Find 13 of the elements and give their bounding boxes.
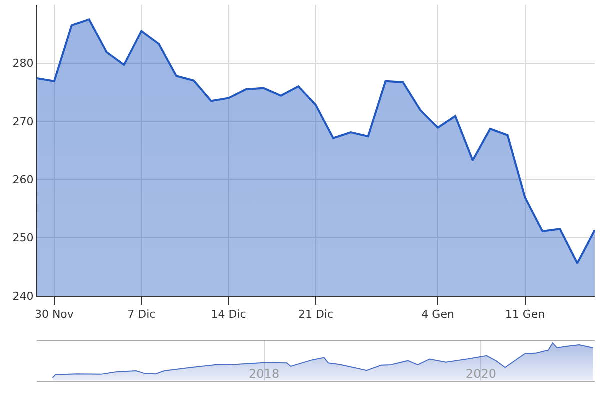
x-tick-label: 2018: [249, 366, 280, 381]
x-tick-label: 7 Dic: [128, 308, 156, 322]
x-tick-label: 14 Dic: [211, 308, 246, 322]
x-tick-label: 2020: [466, 366, 496, 381]
x-tick-label: 30 Nov: [34, 308, 74, 322]
y-tick-label: 260: [12, 174, 34, 187]
x-tick-label: 21 Dic: [298, 308, 334, 322]
y-tick-label: 250: [12, 232, 34, 245]
x-tick-label: 4 Gen: [422, 308, 454, 322]
y-tick-label: 280: [12, 57, 34, 70]
y-tick-label: 270: [12, 115, 34, 128]
y-tick-label: 240: [12, 290, 34, 303]
x-tick-label: 11 Gen: [505, 308, 546, 322]
